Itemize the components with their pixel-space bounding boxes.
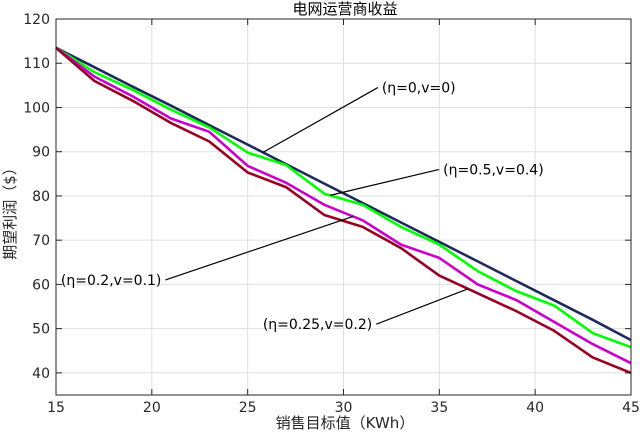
annotation-arrow <box>376 288 469 325</box>
x-tick-label: 35 <box>430 400 448 416</box>
annotation-label: (η=0.25,v=0.2) <box>263 317 372 333</box>
series-line <box>55 46 632 349</box>
y-tick-label: 110 <box>23 56 50 72</box>
annotations: (η=0,v=0) (η=0.5,v=0.4) (η=0.2,v=0.1) (η=0.… <box>61 81 544 334</box>
x-axis-title: 销售目标值（KWh） <box>276 414 415 432</box>
series-line <box>55 46 632 342</box>
annotation-label: (η=0,v=0) <box>382 81 456 97</box>
grid <box>55 18 632 395</box>
y-tick-label: 50 <box>32 322 50 338</box>
chart-title: 电网运营商收益 <box>292 0 397 18</box>
axes: 15 20 25 30 35 40 45 40 50 60 70 80 90 100 110 120 <box>23 12 640 416</box>
y-tick-label: 80 <box>32 189 50 205</box>
annotation-label: (η=0.2,v=0.1) <box>61 273 162 289</box>
x-tick-label: 30 <box>335 400 353 416</box>
x-tick-label: 45 <box>622 400 640 416</box>
y-tick-label: 120 <box>23 12 50 28</box>
y-axis-title: 期望利润（$） <box>1 160 19 260</box>
series-lines <box>55 46 632 375</box>
y-tick-label: 70 <box>32 233 50 249</box>
annotation-arrow <box>262 87 379 153</box>
y-tick-label: 100 <box>23 100 50 116</box>
x-tick-label: 25 <box>239 400 257 416</box>
series-line <box>55 46 632 375</box>
y-tick-label: 40 <box>32 366 50 382</box>
annotation-arrow <box>165 215 354 281</box>
series-line <box>55 46 632 365</box>
x-tick-label: 20 <box>143 400 161 416</box>
x-tick-label: 15 <box>47 400 65 416</box>
annotation-arrow <box>329 168 440 196</box>
annotation-label: (η=0.5,v=0.4) <box>443 162 544 178</box>
y-tick-label: 90 <box>32 145 50 161</box>
x-tick-label: 40 <box>526 400 544 416</box>
y-tick-label: 60 <box>32 277 50 293</box>
